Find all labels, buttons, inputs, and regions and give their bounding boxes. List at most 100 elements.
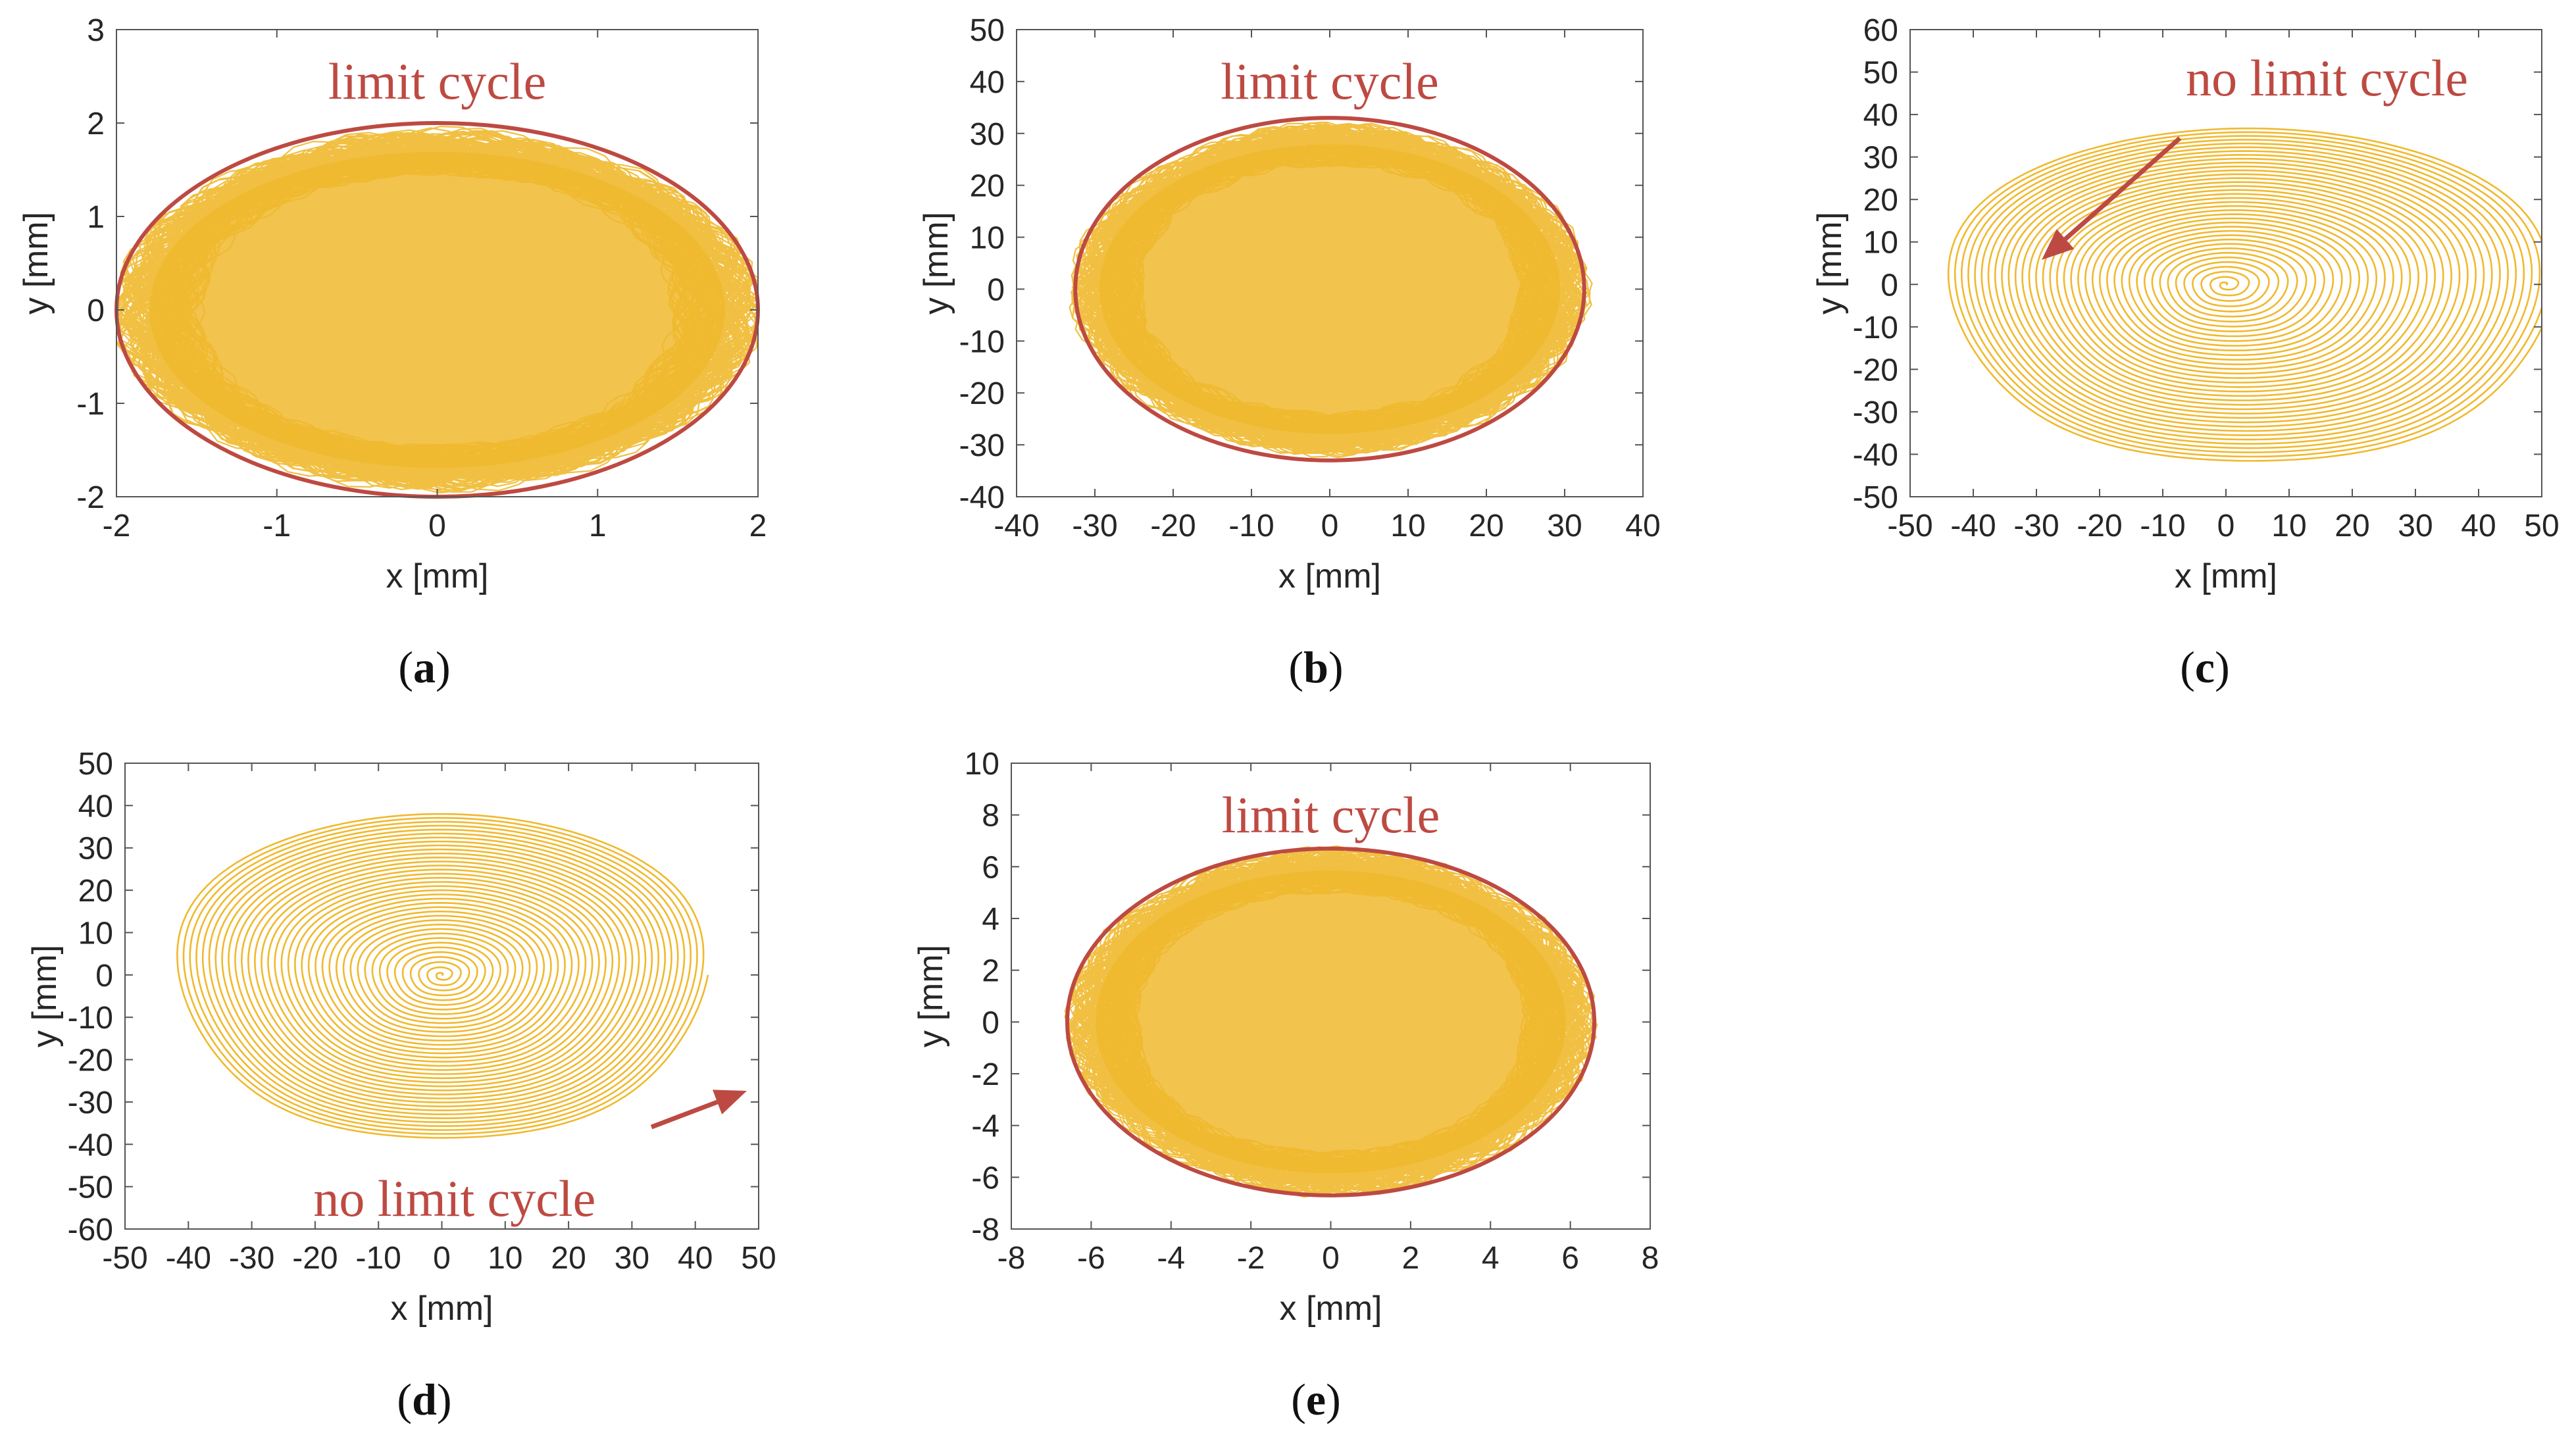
x-tick-label: 20 (551, 1241, 586, 1276)
y-tick-label: 0 (1880, 268, 1898, 303)
x-tick-label: -20 (2077, 509, 2122, 543)
x-tick-label: -2 (103, 509, 131, 543)
y-tick-label: -6 (971, 1161, 999, 1195)
y-tick-label: -1 (76, 387, 105, 422)
y-tick-label: 20 (1863, 183, 1898, 218)
x-tick-label: -10 (1228, 509, 1274, 543)
x-tick-label: 20 (2334, 509, 2369, 543)
y-tick-label: 50 (78, 747, 113, 782)
y-tick-label: -20 (1853, 353, 1898, 388)
annotation-label: no limit cycle (2186, 49, 2468, 107)
x-tick-label: -40 (994, 509, 1039, 543)
x-tick-label: 0 (1322, 1241, 1340, 1276)
y-tick-label: -30 (1853, 395, 1898, 430)
x-tick-label: 10 (488, 1241, 522, 1276)
panel-caption: (e) (1291, 1374, 1341, 1424)
y-tick-label: -50 (68, 1170, 113, 1205)
trajectory-line (1069, 121, 1593, 459)
y-tick-label: -4 (971, 1109, 999, 1144)
annotation-label: no limit cycle (313, 1170, 595, 1227)
x-tick-label: 30 (2398, 509, 2433, 543)
x-tick-label: 50 (2524, 509, 2559, 543)
caption-close-paren: ) (437, 1374, 452, 1424)
y-axis-label: y [mm] (1811, 212, 1849, 314)
caption-open-paren: ( (1291, 1374, 1306, 1424)
x-tick-label: 30 (1547, 509, 1582, 543)
panel-caption: (d) (397, 1374, 451, 1424)
y-tick-label: -30 (68, 1086, 113, 1120)
y-tick-label: -8 (971, 1213, 999, 1247)
trajectory-group (116, 125, 758, 494)
y-tick-label: 0 (982, 1005, 999, 1040)
x-tick-label: -20 (292, 1241, 338, 1276)
y-tick-label: -2 (76, 480, 105, 515)
y-tick-label: 20 (970, 169, 1005, 204)
y-tick-label: 6 (982, 850, 999, 885)
y-tick-label: 40 (1863, 98, 1898, 133)
caption-letter: c (2195, 642, 2215, 692)
x-tick-label: -6 (1077, 1241, 1105, 1276)
y-axis-label: y [mm] (917, 212, 955, 314)
annotation-arrow-head (2042, 229, 2075, 260)
trajectory-line (1064, 845, 1598, 1198)
y-axis-label: y [mm] (912, 945, 950, 1047)
panel-caption: (a) (398, 642, 450, 692)
y-tick-label: 30 (78, 832, 113, 866)
x-tick-label: -10 (2140, 509, 2185, 543)
y-tick-label: -10 (1853, 311, 1898, 345)
trajectory-group (1069, 121, 1593, 459)
panel-c: -50 -40 -30 -20 -10 0 10 20 30 40 50 -50 -40 -30 -20 -1… (1811, 13, 2560, 692)
x-tick-label: 40 (678, 1241, 713, 1276)
y-tick-label: 10 (78, 916, 113, 951)
x-tick-label: 0 (2217, 509, 2235, 543)
x-tick-label: -40 (1950, 509, 1996, 543)
caption-open-paren: ( (1288, 642, 1303, 692)
x-tick-label: 50 (741, 1241, 776, 1276)
panel-caption: (b) (1288, 642, 1343, 692)
trajectory-core (149, 151, 725, 468)
x-tick-label: 10 (2271, 509, 2306, 543)
y-tick-label: 30 (970, 117, 1005, 152)
y-tick-label: -40 (1853, 438, 1898, 472)
annotation-label: limit cycle (1221, 53, 1438, 110)
y-tick-label: 20 (78, 874, 113, 909)
trajectory-line (1947, 127, 2542, 462)
y-tick-label: 2 (87, 107, 105, 141)
caption-letter: e (1306, 1374, 1326, 1424)
annotation-arrow-shaft (2063, 136, 2182, 241)
caption-close-paren: ) (1326, 1374, 1341, 1424)
x-tick-label: -8 (997, 1241, 1026, 1276)
x-tick-label: -1 (263, 509, 291, 543)
panel-d: -50 -40 -30 -20 -10 0 10 20 30 40 50-60-50-40-30-2… (26, 747, 776, 1424)
y-tick-label: 0 (95, 959, 113, 993)
y-tick-label: 60 (1863, 13, 1898, 48)
trajectory-core (1096, 870, 1566, 1174)
x-tick-label: 1 (589, 509, 607, 543)
x-tick-label: 30 (615, 1241, 649, 1276)
trajectory-core (1099, 144, 1561, 434)
limit-cycle-ellipse (1065, 846, 1597, 1197)
panel-a: -2 -1 0 1 2 -2 -1 0 1 2 3 x [mm] y [mm] limit cycle (a… (17, 13, 767, 692)
y-axis-label: y [mm] (26, 945, 64, 1047)
y-tick-label: 3 (87, 13, 105, 48)
trajectory-group (1064, 845, 1598, 1198)
annotation-label: limit cycle (1222, 786, 1440, 843)
x-tick-label: 0 (428, 509, 446, 543)
x-tick-label: 8 (1642, 1241, 1659, 1276)
panel-e: -8 -6 -4 -2 0 2 4 6 8 -8 -6 -4 -2 0 2 4 6 8 10 x [mm] y [mm]… (912, 747, 1659, 1424)
y-tick-label: 0 (87, 293, 105, 328)
x-axis-label: x [mm] (391, 1290, 493, 1328)
x-tick-label: -4 (1157, 1241, 1185, 1276)
y-tick-label: 2 (982, 954, 999, 989)
y-tick-label: -2 (971, 1057, 999, 1092)
x-tick-label: 0 (1321, 509, 1339, 543)
annotation-arrow-head (713, 1090, 747, 1115)
x-tick-label: 4 (1482, 1241, 1500, 1276)
y-tick-label: 0 (987, 272, 1005, 307)
x-tick-label: 20 (1469, 509, 1503, 543)
x-tick-label: -30 (2013, 509, 2059, 543)
x-tick-label: 40 (2461, 509, 2496, 543)
trajectory-group (1947, 127, 2542, 462)
caption-close-paren: ) (2215, 642, 2230, 692)
caption-open-paren: ( (397, 1374, 412, 1424)
